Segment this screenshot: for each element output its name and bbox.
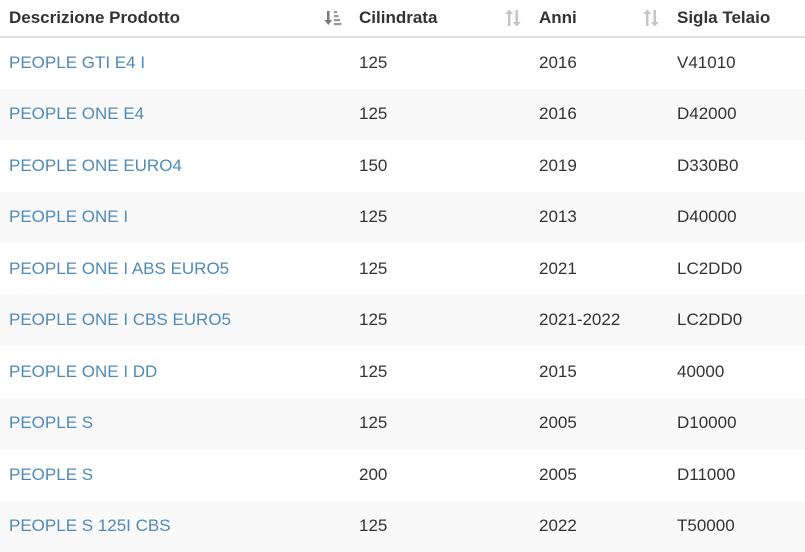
cell-descrizione: PEOPLE S 125I CBS	[0, 501, 350, 552]
cell-sigla-telaio: D40000	[668, 192, 805, 244]
column-header-label: Cilindrata	[359, 8, 437, 27]
cell-sigla-telaio: T50000	[668, 501, 805, 552]
cell-cilindrata: 125	[350, 37, 530, 89]
column-header-cilindrata[interactable]: Cilindrata	[350, 0, 530, 37]
cell-sigla-telaio: LC2DD0	[668, 295, 805, 347]
cell-anni: 2016	[530, 89, 668, 141]
cell-sigla-telaio: D10000	[668, 398, 805, 450]
sort-descending-icon[interactable]	[324, 9, 342, 27]
table-row: PEOPLE ONE I 125 2013 D40000	[0, 192, 805, 244]
cell-cilindrata: 125	[350, 89, 530, 141]
product-link[interactable]: PEOPLE GTI E4 I	[9, 53, 145, 72]
product-link[interactable]: PEOPLE ONE EURO4	[9, 156, 182, 175]
table-row: PEOPLE ONE E4 125 2016 D42000	[0, 89, 805, 141]
cell-cilindrata: 125	[350, 346, 530, 398]
cell-descrizione: PEOPLE ONE I DD	[0, 346, 350, 398]
column-header-sigla-telaio[interactable]: Sigla Telaio	[668, 0, 805, 37]
cell-cilindrata: 125	[350, 192, 530, 244]
cell-anni: 2005	[530, 398, 668, 450]
table-row: PEOPLE S 125I CBS 125 2022 T50000	[0, 501, 805, 552]
cell-descrizione: PEOPLE ONE I ABS EURO5	[0, 243, 350, 295]
cell-cilindrata: 125	[350, 243, 530, 295]
product-link[interactable]: PEOPLE ONE I CBS EURO5	[9, 310, 231, 329]
cell-descrizione: PEOPLE GTI E4 I	[0, 37, 350, 89]
cell-sigla-telaio: D330B0	[668, 140, 805, 192]
cell-sigla-telaio: D42000	[668, 89, 805, 141]
table-row: PEOPLE S 200 2005 D11000	[0, 449, 805, 501]
table-header: Descrizione Prodotto Cilindrata	[0, 0, 805, 37]
cell-cilindrata: 150	[350, 140, 530, 192]
cell-anni: 2005	[530, 449, 668, 501]
cell-anni: 2015	[530, 346, 668, 398]
cell-anni: 2019	[530, 140, 668, 192]
cell-descrizione: PEOPLE ONE EURO4	[0, 140, 350, 192]
cell-cilindrata: 200	[350, 449, 530, 501]
cell-sigla-telaio: LC2DD0	[668, 243, 805, 295]
product-link[interactable]: PEOPLE ONE I DD	[9, 362, 157, 381]
table-row: PEOPLE ONE EURO4 150 2019 D330B0	[0, 140, 805, 192]
table-row: PEOPLE ONE I ABS EURO5 125 2021 LC2DD0	[0, 243, 805, 295]
sort-both-icon[interactable]	[642, 9, 660, 27]
cell-sigla-telaio: V41010	[668, 37, 805, 89]
column-header-anni[interactable]: Anni	[530, 0, 668, 37]
cell-descrizione: PEOPLE S	[0, 449, 350, 501]
cell-anni: 2021	[530, 243, 668, 295]
column-header-label: Descrizione Prodotto	[9, 8, 180, 27]
column-header-label: Sigla Telaio	[677, 8, 770, 27]
table-row: PEOPLE GTI E4 I 125 2016 V41010	[0, 37, 805, 89]
table-row: PEOPLE ONE I CBS EURO5 125 2021-2022 LC2…	[0, 295, 805, 347]
table-row: PEOPLE S 125 2005 D10000	[0, 398, 805, 450]
sort-both-icon[interactable]	[504, 9, 522, 27]
cell-cilindrata: 125	[350, 398, 530, 450]
column-header-label: Anni	[539, 8, 577, 27]
product-link[interactable]: PEOPLE S	[9, 413, 93, 432]
cell-sigla-telaio: D11000	[668, 449, 805, 501]
cell-anni: 2016	[530, 37, 668, 89]
product-link[interactable]: PEOPLE ONE I ABS EURO5	[9, 259, 229, 278]
product-link[interactable]: PEOPLE ONE E4	[9, 104, 144, 123]
product-link[interactable]: PEOPLE S 125I CBS	[9, 516, 171, 535]
cell-anni: 2021-2022	[530, 295, 668, 347]
cell-cilindrata: 125	[350, 295, 530, 347]
column-header-descrizione[interactable]: Descrizione Prodotto	[0, 0, 350, 37]
product-link[interactable]: PEOPLE ONE I	[9, 207, 128, 226]
header-row: Descrizione Prodotto Cilindrata	[0, 0, 805, 37]
cell-cilindrata: 125	[350, 501, 530, 552]
product-link[interactable]: PEOPLE S	[9, 465, 93, 484]
cell-anni: 2022	[530, 501, 668, 552]
table-row: PEOPLE ONE I DD 125 2015 40000	[0, 346, 805, 398]
table-body: PEOPLE GTI E4 I 125 2016 V41010 PEOPLE O…	[0, 37, 805, 552]
cell-sigla-telaio: 40000	[668, 346, 805, 398]
cell-descrizione: PEOPLE ONE E4	[0, 89, 350, 141]
cell-descrizione: PEOPLE S	[0, 398, 350, 450]
cell-descrizione: PEOPLE ONE I	[0, 192, 350, 244]
cell-anni: 2013	[530, 192, 668, 244]
cell-descrizione: PEOPLE ONE I CBS EURO5	[0, 295, 350, 347]
